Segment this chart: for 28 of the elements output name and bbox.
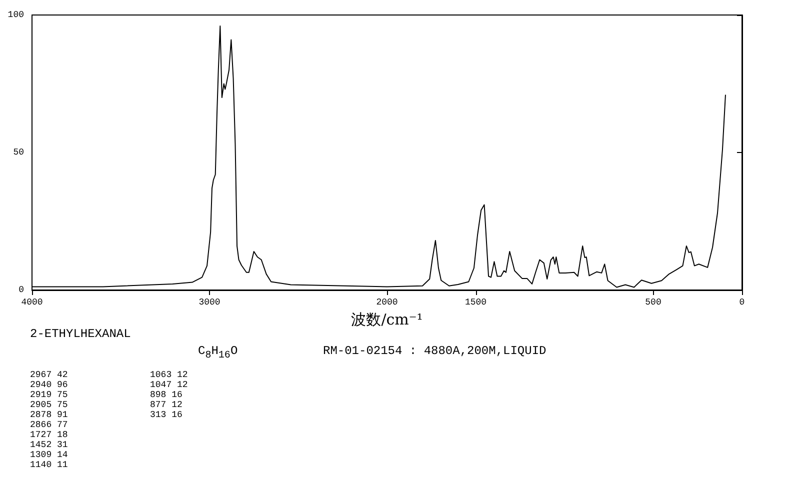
x-tick-label: 0 xyxy=(739,298,745,308)
x-axis-title: 波数/cm⁻¹ xyxy=(351,310,423,328)
text: 1063 12 xyxy=(150,370,188,380)
text: 1309 14 xyxy=(30,450,68,460)
y-tick-label: 0 xyxy=(18,285,24,295)
text: 2-ETHYLHEXANAL xyxy=(30,327,131,341)
text: RM-01-02154 : 4880A,200M,LIQUID xyxy=(323,344,546,358)
text: 2940 96 xyxy=(30,380,68,390)
text: 898 16 xyxy=(150,390,182,400)
text: 1047 12 xyxy=(150,380,188,390)
y-tick-label: 50 xyxy=(13,148,24,158)
text: C$_{8}$H$_{16}$O xyxy=(198,344,238,362)
text: 2878 91 xyxy=(30,410,68,420)
text: 313 16 xyxy=(150,410,182,420)
text: 2905 75 xyxy=(30,400,68,410)
x-tick-label: 2000 xyxy=(376,298,398,308)
text: 1140 11 xyxy=(30,460,68,470)
text: 1452 31 xyxy=(30,440,68,450)
x-tick-label: 4000 xyxy=(21,298,43,308)
text: 1727 18 xyxy=(30,430,68,440)
text: 2919 75 xyxy=(30,390,68,400)
x-tick-label: 500 xyxy=(645,298,662,308)
text: 2967 42 xyxy=(30,370,68,380)
y-tick-label: 100 xyxy=(8,10,24,20)
text: 2866 77 xyxy=(30,420,68,430)
text: 877 12 xyxy=(150,400,182,410)
x-tick-label: 3000 xyxy=(198,298,220,308)
x-tick-label: 1500 xyxy=(464,298,487,308)
